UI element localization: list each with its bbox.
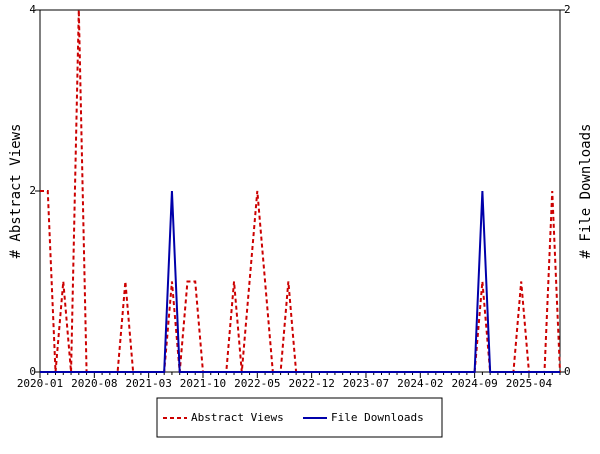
y2-axis-label: # File Downloads [578,124,594,259]
legend-label: Abstract Views [191,411,284,424]
x-tick-label: 2020-08 [71,377,117,390]
x-tick-label: 2020-01 [17,377,63,390]
y-tick-label: 0 [29,365,36,378]
y2-tick-label: 0 [564,365,571,378]
x-tick-label: 2024-09 [451,377,497,390]
x-tick-label: 2024-02 [397,377,443,390]
legend [156,397,443,438]
y2-tick-label: 2 [564,3,571,16]
y-tick-label: 4 [29,3,36,16]
x-tick-label: 2021-10 [180,377,226,390]
x-tick-label: 2023-07 [343,377,389,390]
y-axis-label: # Abstract Views [8,124,24,259]
x-tick-label: 2022-12 [288,377,334,390]
x-tick-label: 2022-05 [234,377,280,390]
y-tick-label: 2 [29,184,36,197]
x-tick-label: 2025-04 [506,377,553,390]
series-line [40,190,560,373]
x-tick-label: 2021-03 [125,377,171,390]
legend-label: File Downloads [331,411,424,424]
